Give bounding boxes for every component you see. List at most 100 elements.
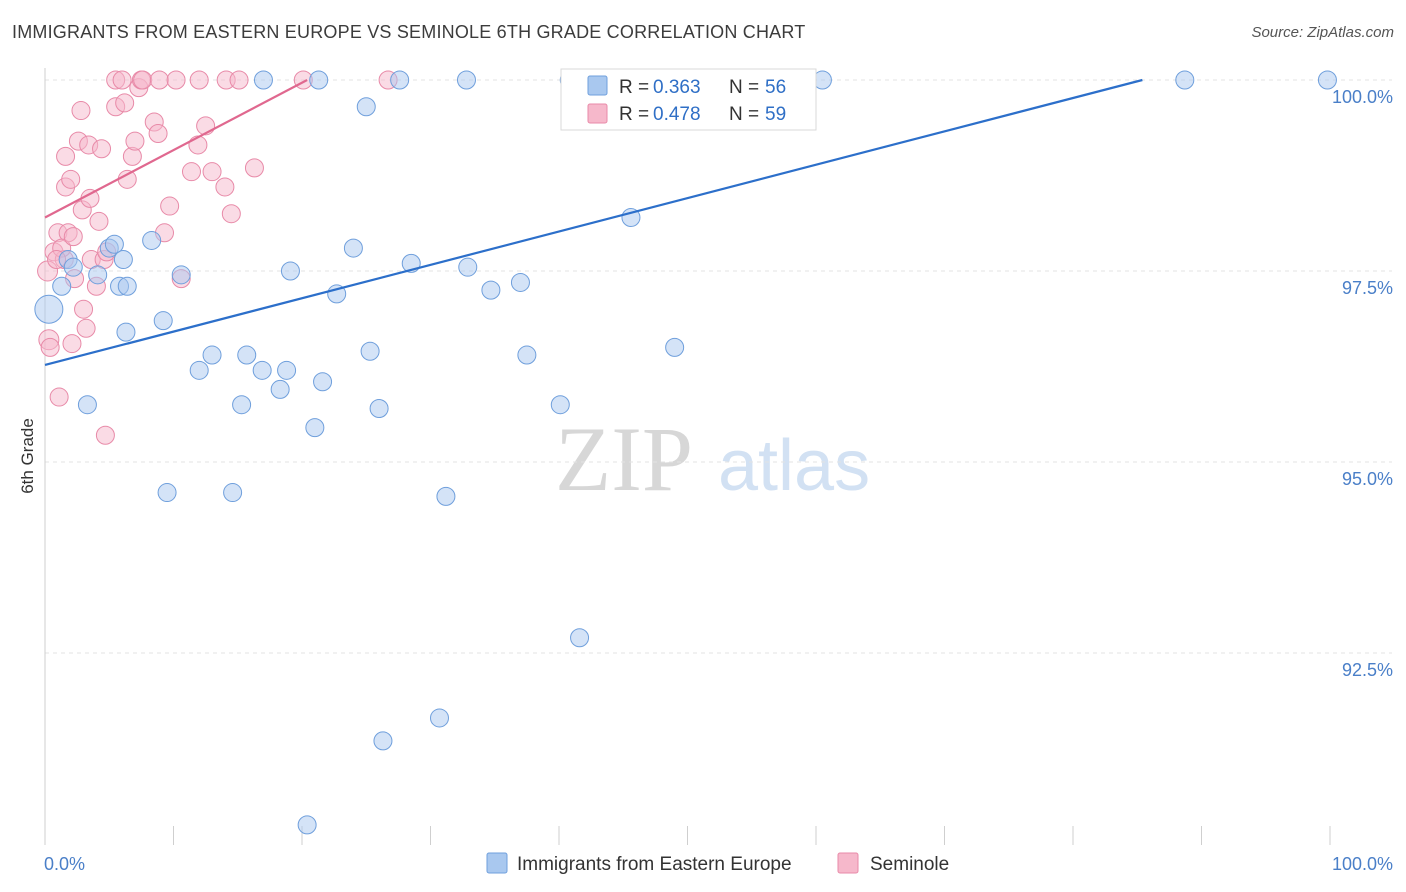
- data-points: [34, 70, 1337, 835]
- pink-data-point: [125, 131, 145, 151]
- pink-data-point: [49, 387, 69, 407]
- blue-data-point: [142, 230, 162, 250]
- blue-data-point: [157, 483, 177, 503]
- legend-r-label-pink: R =: [619, 104, 649, 125]
- y-axis-label: 6th Grade: [18, 418, 37, 494]
- pink-data-point: [160, 196, 180, 216]
- legend-n-label-pink: N =: [729, 104, 759, 125]
- blue-data-point: [313, 372, 333, 392]
- blue-data-point: [570, 628, 590, 648]
- blue-data-point: [550, 395, 570, 415]
- blue-data-point: [202, 345, 222, 365]
- blue-data-point: [232, 395, 252, 415]
- blue-data-point: [153, 311, 173, 331]
- source-credit: Source: ZipAtlas.com: [1251, 24, 1394, 41]
- legend-swatch-blue: [587, 75, 608, 96]
- pink-data-point: [229, 70, 249, 90]
- blue-data-point: [356, 97, 376, 117]
- series-legend-swatch-blue: [486, 852, 508, 874]
- trend-lines: [44, 78, 1143, 367]
- blue-data-point: [1175, 70, 1195, 90]
- pink-data-point: [61, 169, 81, 189]
- pink-data-point: [92, 139, 112, 159]
- legend-n-label-blue: N =: [729, 77, 759, 98]
- blue-data-point: [343, 238, 363, 258]
- legend-n-value-blue: 56: [765, 77, 786, 98]
- blue-data-point: [34, 294, 64, 324]
- pink-data-point: [189, 70, 209, 90]
- x-tick-label-max: 100.0%: [1332, 854, 1393, 874]
- correlation-legend: R = 0.363 N = 56 R = 0.478 N = 59: [560, 68, 817, 131]
- blue-data-point: [456, 70, 476, 90]
- pink-data-point: [74, 299, 94, 319]
- blue-data-point: [223, 483, 243, 503]
- blue-data-point: [252, 360, 272, 380]
- blue-data-point: [1317, 70, 1337, 90]
- blue-data-point: [270, 379, 290, 399]
- legend-r-label-blue: R =: [619, 77, 649, 98]
- y-tick-label: 97.5%: [1342, 278, 1393, 298]
- blue-data-point: [116, 322, 136, 342]
- pink-data-point: [117, 169, 137, 189]
- legend-n-value-pink: 59: [765, 104, 786, 125]
- x-tick-label-min: 0.0%: [44, 854, 85, 874]
- y-tick-label: 95.0%: [1342, 469, 1393, 489]
- watermark-zip: ZIP: [555, 408, 693, 510]
- blue-data-point: [436, 486, 456, 506]
- blue-data-point: [665, 337, 685, 357]
- blue-data-point: [237, 345, 257, 365]
- pink-data-point: [71, 101, 91, 121]
- pink-data-point: [166, 70, 186, 90]
- blue-trend-line: [44, 78, 1143, 367]
- blue-data-point: [77, 395, 97, 415]
- blue-data-point: [253, 70, 273, 90]
- legend-r-value-pink: 0.478: [653, 104, 701, 125]
- blue-data-point: [390, 70, 410, 90]
- chart-title: IMMIGRANTS FROM EASTERN EUROPE VS SEMINO…: [12, 22, 806, 42]
- blue-data-point: [360, 341, 380, 361]
- blue-data-point: [277, 360, 297, 380]
- pink-trend-line: [44, 79, 308, 219]
- y-tick-label: 100.0%: [1332, 87, 1393, 107]
- pink-data-point: [76, 318, 96, 338]
- pink-data-point: [112, 70, 132, 90]
- blue-data-point: [429, 708, 449, 728]
- series-legend-label-blue: Immigrants from Eastern Europe: [517, 854, 792, 875]
- pink-data-point: [115, 93, 135, 113]
- y-tick-label: 92.5%: [1342, 660, 1393, 680]
- pink-data-point: [62, 334, 82, 354]
- pink-data-point: [133, 70, 153, 90]
- blue-data-point: [189, 360, 209, 380]
- blue-data-point: [309, 70, 329, 90]
- pink-data-point: [40, 337, 60, 357]
- blue-data-point: [373, 731, 393, 751]
- blue-data-point: [517, 345, 537, 365]
- pink-data-point: [244, 158, 264, 178]
- pink-data-point: [148, 123, 168, 143]
- pink-data-point: [56, 146, 76, 166]
- blue-data-point: [117, 276, 137, 296]
- blue-data-point: [280, 261, 300, 281]
- axes: 100.0% 97.5% 95.0% 92.5% 0.0% 100.0%: [44, 68, 1393, 874]
- pink-data-point: [149, 70, 169, 90]
- pink-data-point: [188, 135, 208, 155]
- pink-data-point: [181, 162, 201, 182]
- pink-data-point: [95, 425, 115, 445]
- pink-data-point: [89, 211, 109, 231]
- blue-data-point: [297, 815, 317, 835]
- legend-swatch-pink: [587, 103, 608, 124]
- pink-data-point: [221, 204, 241, 224]
- watermark-atlas: atlas: [718, 426, 870, 506]
- pink-data-point: [202, 162, 222, 182]
- blue-data-point: [369, 399, 389, 419]
- blue-data-point: [481, 280, 501, 300]
- blue-data-point: [510, 272, 530, 292]
- series-legend-swatch-pink: [837, 852, 859, 874]
- pink-data-point: [63, 227, 83, 247]
- series-legend: Immigrants from Eastern Europe Seminole: [486, 852, 949, 875]
- blue-data-point: [52, 276, 72, 296]
- blue-data-point: [63, 257, 83, 277]
- blue-data-point: [88, 265, 108, 285]
- blue-data-point: [113, 250, 133, 270]
